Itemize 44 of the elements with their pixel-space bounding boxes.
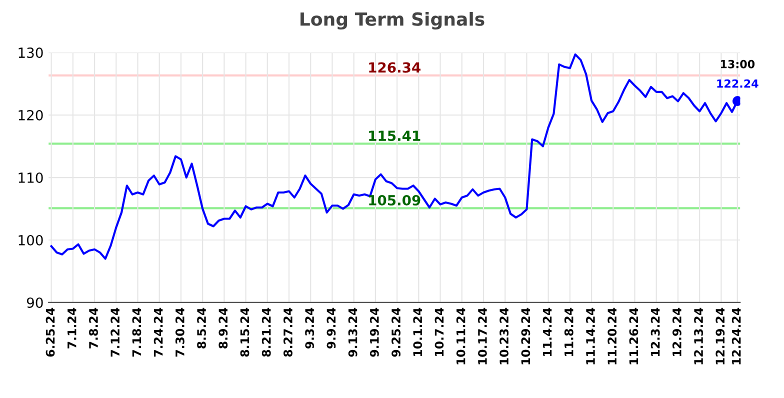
- x-tick-label: 9.13.24: [348, 308, 358, 357]
- x-tick-label: 9.25.24: [392, 308, 400, 357]
- y-tick-label: 110: [18, 172, 43, 183]
- x-tick-label: 12.3.24: [650, 308, 660, 356]
- x-tick-label: 12.9.24: [672, 308, 682, 356]
- x-tick-label: 10.11.24: [456, 308, 466, 364]
- ref-line-label: 115.41: [369, 130, 420, 142]
- y-tick-label: 90: [26, 297, 43, 308]
- x-tick-label: 10.17.24: [478, 308, 487, 364]
- x-tick-label: 10.23.24: [500, 308, 509, 364]
- x-tick-label: 7.18.24: [132, 308, 142, 357]
- x-tick-label: 11.4.24: [542, 308, 552, 356]
- x-tick-label: 6.25.24: [46, 308, 55, 357]
- x-tick-label: 10.29.24: [521, 308, 530, 364]
- y-tick-label: 100: [18, 234, 43, 246]
- x-tick-label: 10.1.24: [413, 308, 422, 356]
- x-tick-label: 9.19.24: [370, 308, 379, 357]
- x-tick-label: 11.26.24: [629, 308, 638, 364]
- y-tick-label: 120: [18, 110, 43, 120]
- x-tick-label: 8.5.24: [197, 308, 206, 348]
- ref-line-label: 126.34: [369, 62, 421, 73]
- x-tick-label: 12.13.24: [694, 308, 704, 364]
- x-tick-label: 11.14.24: [586, 308, 595, 364]
- ref-line-label: 105.09: [369, 194, 420, 206]
- x-tick-label: 7.8.24: [89, 308, 98, 348]
- annotation: 122.24: [717, 79, 758, 88]
- x-tick-label: 7.30.24: [175, 308, 184, 357]
- x-tick-label: 12.24.24: [732, 308, 741, 364]
- x-tick-label: 12.19.24: [716, 308, 725, 364]
- x-tick-label: 9.3.24: [305, 308, 314, 349]
- x-tick-label: 7.1.24: [67, 308, 76, 348]
- x-tick-label: 11.20.24: [608, 308, 617, 364]
- x-tick-label: 7.24.24: [154, 308, 163, 357]
- x-tick-label: 8.27.24: [284, 308, 292, 357]
- x-tick-label: 11.8.24: [564, 308, 574, 356]
- chart-title: Long Term Signals: [300, 12, 484, 30]
- annotation: 13:00: [720, 60, 755, 68]
- x-tick-label: 8.15.24: [240, 308, 250, 357]
- x-tick-label: 8.21.24: [262, 308, 271, 357]
- x-tick-label: 8.9.24: [218, 308, 228, 348]
- x-tick-label: 9.9.24: [326, 308, 336, 349]
- y-tick-label: 130: [18, 48, 43, 58]
- x-tick-label: 7.12.24: [110, 308, 120, 357]
- x-tick-label: 10.7.24: [434, 308, 444, 356]
